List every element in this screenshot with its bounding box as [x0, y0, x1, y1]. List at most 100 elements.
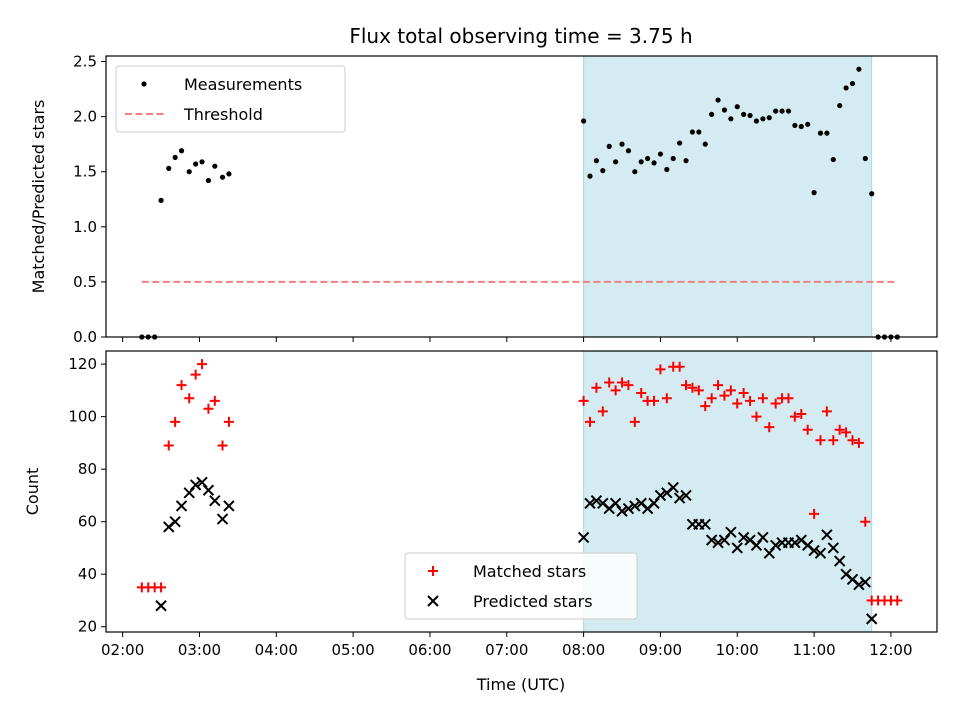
predicted-star-point	[769, 539, 782, 552]
bottom-panel: 20 40 60 80 100 120 02:00 03:00 04:00 05:00 06:00 0…	[23, 350, 938, 659]
predicted-star-point	[718, 534, 731, 546]
matched-star-point	[802, 424, 813, 435]
measurement-point	[166, 165, 172, 171]
measurement-point	[856, 66, 862, 72]
measurement-point	[178, 148, 185, 154]
measurement-point	[862, 155, 868, 162]
matched-star-point	[713, 380, 724, 391]
measurement-point	[587, 173, 593, 179]
top-axes-frame	[105, 55, 938, 338]
matched-star-point	[597, 406, 608, 417]
top-y-tick-label: 1.0	[73, 218, 97, 236]
top-y-tick-label: 1.5	[73, 163, 97, 181]
measurement-point	[632, 169, 638, 175]
matched-star-point	[604, 377, 615, 388]
measurement-point	[702, 141, 708, 147]
predicted-star-point	[648, 497, 660, 510]
legend-label: Threshold	[183, 105, 263, 124]
measurement-point	[186, 169, 192, 175]
matched-star-point	[636, 388, 647, 399]
top-y-tick-label: 2.0	[73, 108, 97, 126]
measurement-point	[817, 130, 824, 136]
predicted-star-point	[667, 481, 679, 494]
predicted-star-point	[673, 492, 686, 504]
x-tick-label: 06:00	[408, 641, 451, 659]
legend-label: Matched stars	[473, 562, 586, 581]
matched-star-point	[764, 422, 775, 433]
predicted-star-point	[622, 502, 635, 515]
measurement-point	[773, 108, 779, 114]
bottom-y-tick-label: 100	[68, 408, 97, 426]
predicted-star-point	[808, 544, 820, 557]
predicted-star-point	[827, 542, 839, 554]
matched-star-point	[757, 393, 768, 404]
matched-star-point	[156, 582, 167, 593]
predicted-star-point	[731, 542, 743, 554]
matched-star-point	[738, 388, 749, 399]
measurement-point	[753, 118, 760, 124]
predicted-star-point	[725, 526, 737, 538]
predicted-star-point	[757, 531, 769, 544]
matched-star-point	[203, 403, 214, 414]
measurement-point	[766, 115, 772, 121]
matched-star-point	[725, 385, 736, 396]
x-tick-label: 02:00	[101, 641, 144, 659]
matched-star-point	[623, 380, 634, 391]
measurement-point	[779, 108, 785, 114]
predicted-star-point	[209, 494, 221, 507]
matched-star-point	[578, 395, 589, 406]
matched-star-point	[809, 508, 820, 519]
measurement-point	[219, 174, 226, 180]
measurement-point	[721, 107, 728, 113]
measurement-point	[606, 143, 612, 149]
x-tick-label: 08:00	[562, 641, 605, 659]
measurement-point	[670, 155, 676, 162]
predicted-star-point	[175, 500, 188, 512]
measurement-point	[760, 116, 766, 122]
predicted-star-point	[183, 487, 195, 499]
x-tick-label: 09:00	[639, 641, 682, 659]
predicted-star-point	[859, 576, 872, 588]
measurement-point	[798, 123, 804, 130]
bottom-legend: Matched stars Predicted stars	[404, 552, 638, 620]
matched-star-point	[751, 411, 762, 422]
x-axis-label: Time (UTC)	[476, 675, 565, 694]
measurement-point	[734, 104, 740, 110]
measurement-point	[689, 129, 696, 135]
measurement-point	[613, 159, 619, 165]
legend-predicted-marker	[427, 595, 439, 607]
measurement-point	[645, 155, 651, 162]
bottom-axes-frame	[105, 350, 938, 633]
matched-star-point	[860, 516, 871, 527]
matched-star-point	[217, 440, 228, 451]
measurement-point	[837, 102, 843, 109]
matched-star-point	[821, 406, 832, 417]
measurement-point	[619, 141, 625, 147]
predicted-star-point	[189, 479, 202, 491]
x-tick-label: 04:00	[255, 641, 298, 659]
top-panel: 0.0 0.5 1.0 1.5 2.0 2.5 Matched/Predicted star…	[29, 53, 938, 346]
predicted-star-point	[712, 537, 724, 549]
predicted-star-point	[705, 534, 718, 546]
measurement-point	[193, 161, 199, 167]
x-tick-label: 03:00	[178, 641, 221, 659]
bottom-y-tick-label: 80	[78, 460, 97, 478]
matched-star-point	[190, 369, 201, 380]
matched-star-point	[834, 424, 845, 435]
top-y-tick-label: 0.0	[73, 328, 97, 346]
predicted-star-point	[763, 547, 775, 559]
chart-title: Flux total observing time = 3.75 h	[349, 24, 692, 48]
predicted-star-point	[590, 494, 603, 507]
measurement-point	[805, 121, 811, 127]
matched-star-point	[610, 385, 621, 396]
legend-box	[115, 65, 346, 133]
measurement-point	[696, 129, 702, 135]
predicted-star-point	[629, 500, 641, 512]
predicted-star-point	[169, 515, 181, 528]
measurement-point	[651, 160, 657, 166]
matched-star-point	[655, 364, 666, 375]
matched-star-point	[649, 395, 660, 406]
predicted-star-point	[616, 505, 628, 517]
matched-star-point	[197, 359, 208, 370]
